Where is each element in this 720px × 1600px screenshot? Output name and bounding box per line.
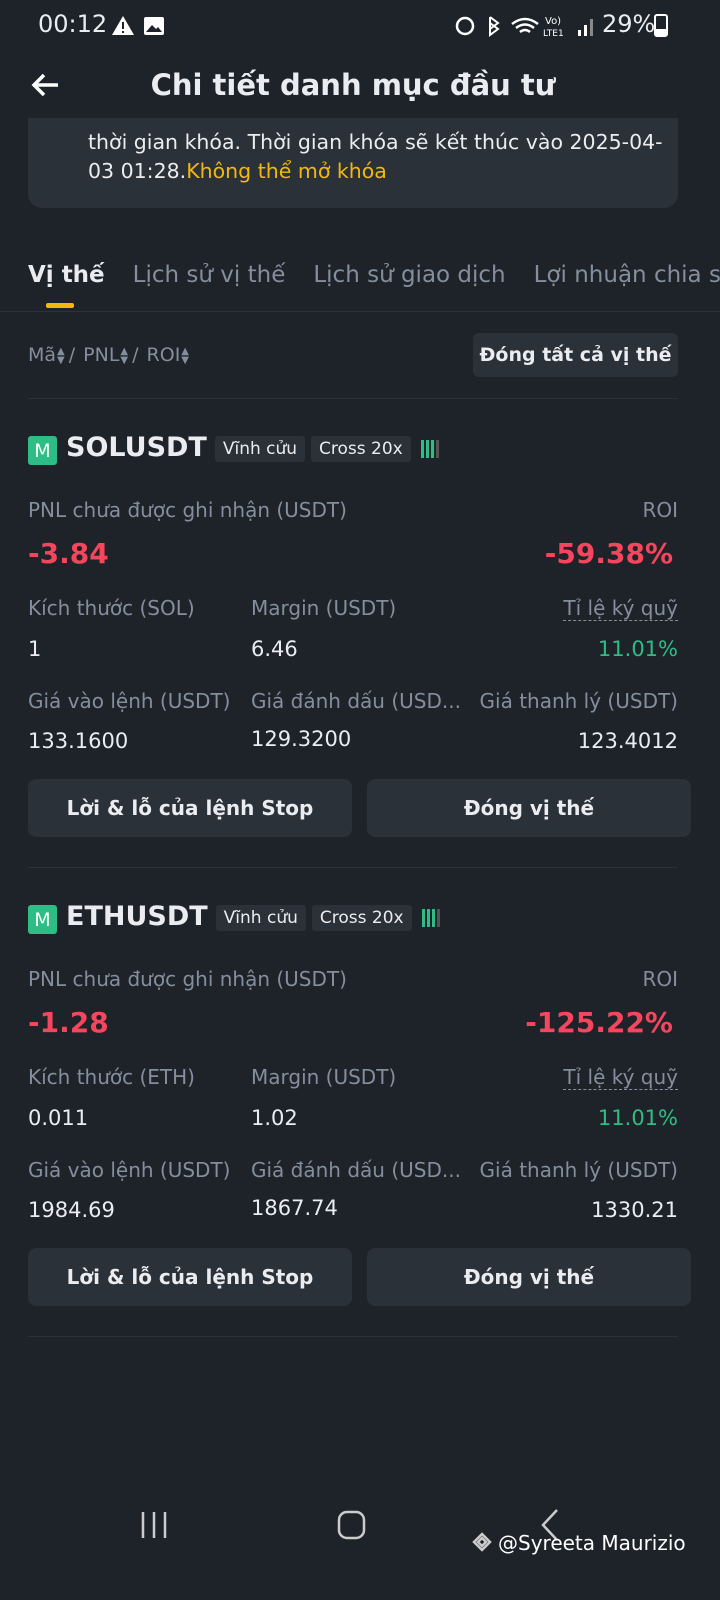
svg-text:Vo): Vo) xyxy=(545,16,561,27)
margin-label: Margin (USDT) xyxy=(251,1065,397,1089)
watermark: @Syreeta Maurizio xyxy=(498,1531,686,1555)
liquidation-label: Giá thanh lý (USDT) xyxy=(479,689,678,713)
navigation-bar xyxy=(141,1509,558,1552)
entry-value: 1984.69 xyxy=(28,1198,115,1222)
tab[interactable]: Lợi nhuận chia sẻ xyxy=(533,262,720,288)
tab[interactable]: Lịch sử giao dịch xyxy=(313,262,506,288)
contract-tag: Vĩnh cửu xyxy=(214,436,306,462)
roi-label: ROI xyxy=(642,498,678,522)
position-card: M ETHUSDT Vĩnh cửu Cross 20x PNL chưa được g… xyxy=(0,867,720,1337)
close-position-button[interactable]: Đóng vị thế xyxy=(367,779,691,837)
risk-bar xyxy=(431,909,435,927)
notice-message: thời gian khóa. Thời gian khóa sẽ kết th… xyxy=(88,130,663,183)
risk-bar xyxy=(426,909,430,927)
page-title: Chi tiết danh mục đầu tư xyxy=(150,68,556,102)
tab-bar: Vị thế Lịch sử vị thế Lịch sử giao dịch Lợi… xyxy=(28,262,720,298)
liquidation-value: 123.4012 xyxy=(577,729,678,753)
card-divider xyxy=(28,1336,678,1337)
leverage-tag: Cross 20x xyxy=(311,436,411,462)
notice-text: thời gian khóa. Thời gian khóa sẽ kết th… xyxy=(88,128,668,186)
liquidation-label: Giá thanh lý (USDT) xyxy=(479,1158,678,1182)
market-badge: M xyxy=(28,436,57,465)
battery-percent: 29% xyxy=(602,10,656,38)
nav-recent[interactable] xyxy=(141,1512,167,1538)
nav-home[interactable] xyxy=(337,1510,366,1540)
stop-pnl-button[interactable]: Lời & lỗ của lệnh Stop xyxy=(28,779,352,837)
tab[interactable]: Vị thế xyxy=(28,262,105,288)
size-label: Kích thước (SOL) xyxy=(28,596,195,620)
liquidation-value: 1330.21 xyxy=(591,1198,678,1222)
position-card: M SOLUSDT Vĩnh cửu Cross 20x PNL chưa được g… xyxy=(0,398,720,868)
tab[interactable]: Lịch sử vị thế xyxy=(132,262,286,288)
close-all-button[interactable]: Đóng tất cả vị thế xyxy=(473,333,678,377)
mark-label: Giá đánh dấu (USD... xyxy=(251,1158,461,1182)
mark-value: 1867.74 xyxy=(251,1196,338,1220)
risk-bar xyxy=(430,440,434,458)
sort-separator: / xyxy=(68,344,76,366)
status-system-icons: Vo) LTE1 xyxy=(455,16,593,39)
risk-bar xyxy=(425,440,429,458)
status-time: 00:12 xyxy=(38,10,108,38)
margin-value: 1.02 xyxy=(251,1106,298,1130)
symbol[interactable]: SOLUSDT xyxy=(66,432,207,463)
mark-label: Giá đánh dấu (USD... xyxy=(251,689,461,713)
mark-value: 129.3200 xyxy=(251,727,352,751)
size-value: 0.011 xyxy=(28,1106,89,1130)
margin-value: 6.46 xyxy=(251,637,298,661)
margin-ratio-value: 11.01% xyxy=(597,1106,678,1130)
symbol[interactable]: ETHUSDT xyxy=(66,901,208,932)
stop-pnl-button[interactable]: Lời & lỗ của lệnh Stop xyxy=(28,1248,352,1306)
margin-ratio-label[interactable]: Tỉ lệ ký quỹ xyxy=(563,596,678,621)
card-divider xyxy=(28,867,678,868)
market-badge: M xyxy=(28,905,57,934)
pnl-value: -1.28 xyxy=(28,1006,109,1039)
roi-value: -125.22% xyxy=(525,1006,673,1039)
pnl-label: PNL chưa được ghi nhận (USDT) xyxy=(28,498,347,522)
entry-label: Giá vào lệnh (USDT) xyxy=(28,1158,231,1182)
risk-bar xyxy=(435,440,439,458)
svg-text:LTE1: LTE1 xyxy=(543,29,564,39)
status-icons xyxy=(112,16,164,35)
close-position-button[interactable]: Đóng vị thế xyxy=(367,1248,691,1306)
sort-label[interactable]: ROI xyxy=(146,344,181,366)
sort-arrows: ▲ ▼ xyxy=(57,346,65,366)
risk-bar xyxy=(436,909,440,927)
nav-back[interactable] xyxy=(541,1509,558,1541)
sort-arrows: ▲ ▼ xyxy=(120,346,129,366)
entry-value: 133.1600 xyxy=(28,729,129,753)
sort-separator: / xyxy=(132,344,139,366)
size-value: 1 xyxy=(28,637,42,661)
section-divider xyxy=(28,398,678,399)
roi-value: -59.38% xyxy=(544,537,673,570)
pnl-label: PNL chưa được ghi nhận (USDT) xyxy=(28,967,347,991)
tab-divider xyxy=(0,311,720,312)
notice-link[interactable]: Không thể mở khóa xyxy=(186,159,387,183)
pnl-value: -3.84 xyxy=(28,537,109,570)
risk-bar xyxy=(421,909,425,927)
margin-ratio-value: 11.01% xyxy=(597,637,678,661)
entry-label: Giá vào lệnh (USDT) xyxy=(28,689,231,713)
risk-indicator xyxy=(420,440,439,458)
tab-indicator xyxy=(46,303,74,308)
header-bar xyxy=(0,52,720,118)
margin-ratio-label[interactable]: Tỉ lệ ký quỹ xyxy=(563,1065,678,1090)
risk-indicator xyxy=(421,909,440,927)
sort-controls: Mã ▲ ▼ / PNL ▲ ▼ / ROI ▲ ▼ xyxy=(28,344,193,366)
sort-label[interactable]: Mã xyxy=(28,344,57,366)
contract-tag: Vĩnh cửu xyxy=(215,905,306,931)
back-button[interactable] xyxy=(30,70,62,100)
leverage-tag: Cross 20x xyxy=(311,905,412,931)
roi-label: ROI xyxy=(642,967,678,991)
notice-box: thời gian khóa. Thời gian khóa sẽ kết th… xyxy=(28,118,678,208)
sort-label[interactable]: PNL xyxy=(83,344,120,366)
margin-label: Margin (USDT) xyxy=(251,596,397,620)
battery-icon xyxy=(654,14,668,37)
sort-arrows: ▲ ▼ xyxy=(181,346,189,366)
size-label: Kích thước (ETH) xyxy=(28,1065,195,1089)
risk-bar xyxy=(420,440,424,458)
